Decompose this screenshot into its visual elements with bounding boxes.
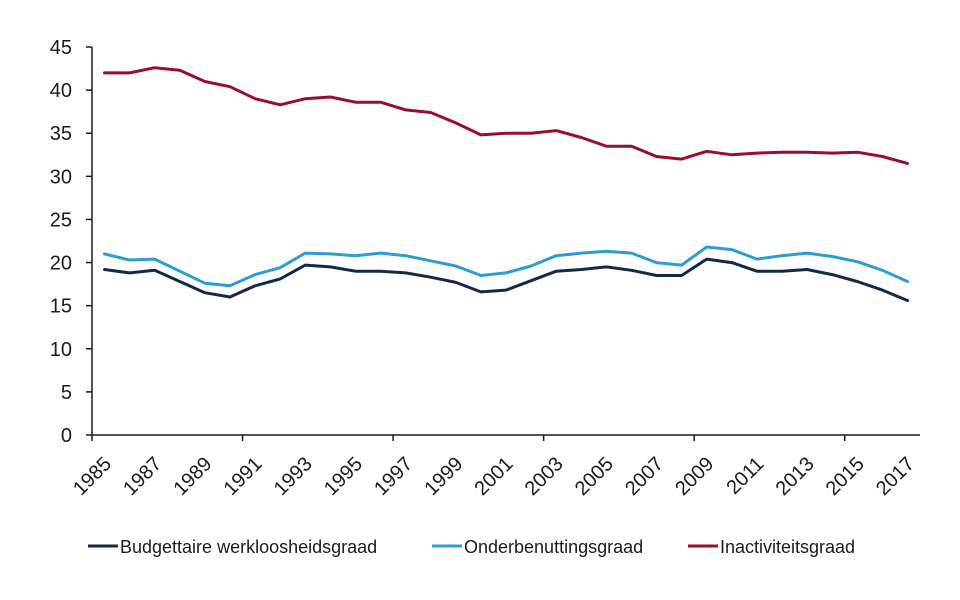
y-tick-label: 30 (50, 166, 72, 188)
legend-label: Budgettaire werkloosheidsgraad (120, 537, 377, 557)
y-tick-label: 10 (50, 339, 72, 361)
x-tick-label: 2009 (671, 453, 718, 500)
x-axis: 1985 1987 1989 1991 1993 1995 1997 1999 2001 2003… (69, 434, 920, 500)
series-line-1 (103, 257, 909, 302)
x-tick-label: 2017 (872, 453, 919, 500)
x-tick-label: 1991 (220, 453, 267, 500)
x-tick-label: 2007 (621, 453, 668, 500)
y-tick-label: 15 (50, 296, 72, 318)
x-tick-label: 2013 (772, 453, 819, 500)
y-axis: 0 5 10 15 20 25 30 35 40 45 (50, 37, 93, 447)
x-tick-label: 1993 (270, 453, 317, 500)
y-tick-label: 35 (50, 123, 72, 145)
y-tick-label: 40 (50, 80, 72, 102)
y-tick-label: 25 (50, 209, 72, 231)
series-lines (103, 66, 909, 302)
x-tick-label: 2011 (722, 453, 768, 499)
x-tick-label: 1987 (119, 453, 166, 500)
legend-label: Onderbenuttingsgraad (464, 537, 643, 557)
x-tick-label: 1985 (69, 453, 116, 500)
x-tick-label: 1999 (420, 453, 467, 500)
x-tick-label: 1997 (370, 453, 417, 500)
x-tick-label: 2015 (822, 453, 869, 500)
y-tick-label: 45 (50, 37, 72, 59)
x-tick-label: 1989 (169, 453, 216, 500)
series-line-3 (103, 66, 909, 165)
y-tick-label: 20 (50, 253, 72, 275)
y-tick-label: 0 (61, 425, 72, 447)
legend-label: Inactiviteitsgraad (720, 537, 855, 557)
legend: Budgettaire werkloosheidsgraad Onderbenut… (88, 537, 855, 557)
series-line-2 (103, 245, 909, 288)
x-tick-label: 2005 (571, 453, 618, 500)
x-tick-label: 2003 (521, 453, 568, 500)
y-tick-label: 5 (61, 382, 72, 404)
x-tick-label: 2001 (471, 453, 518, 500)
x-tick-label: 1995 (320, 453, 367, 500)
